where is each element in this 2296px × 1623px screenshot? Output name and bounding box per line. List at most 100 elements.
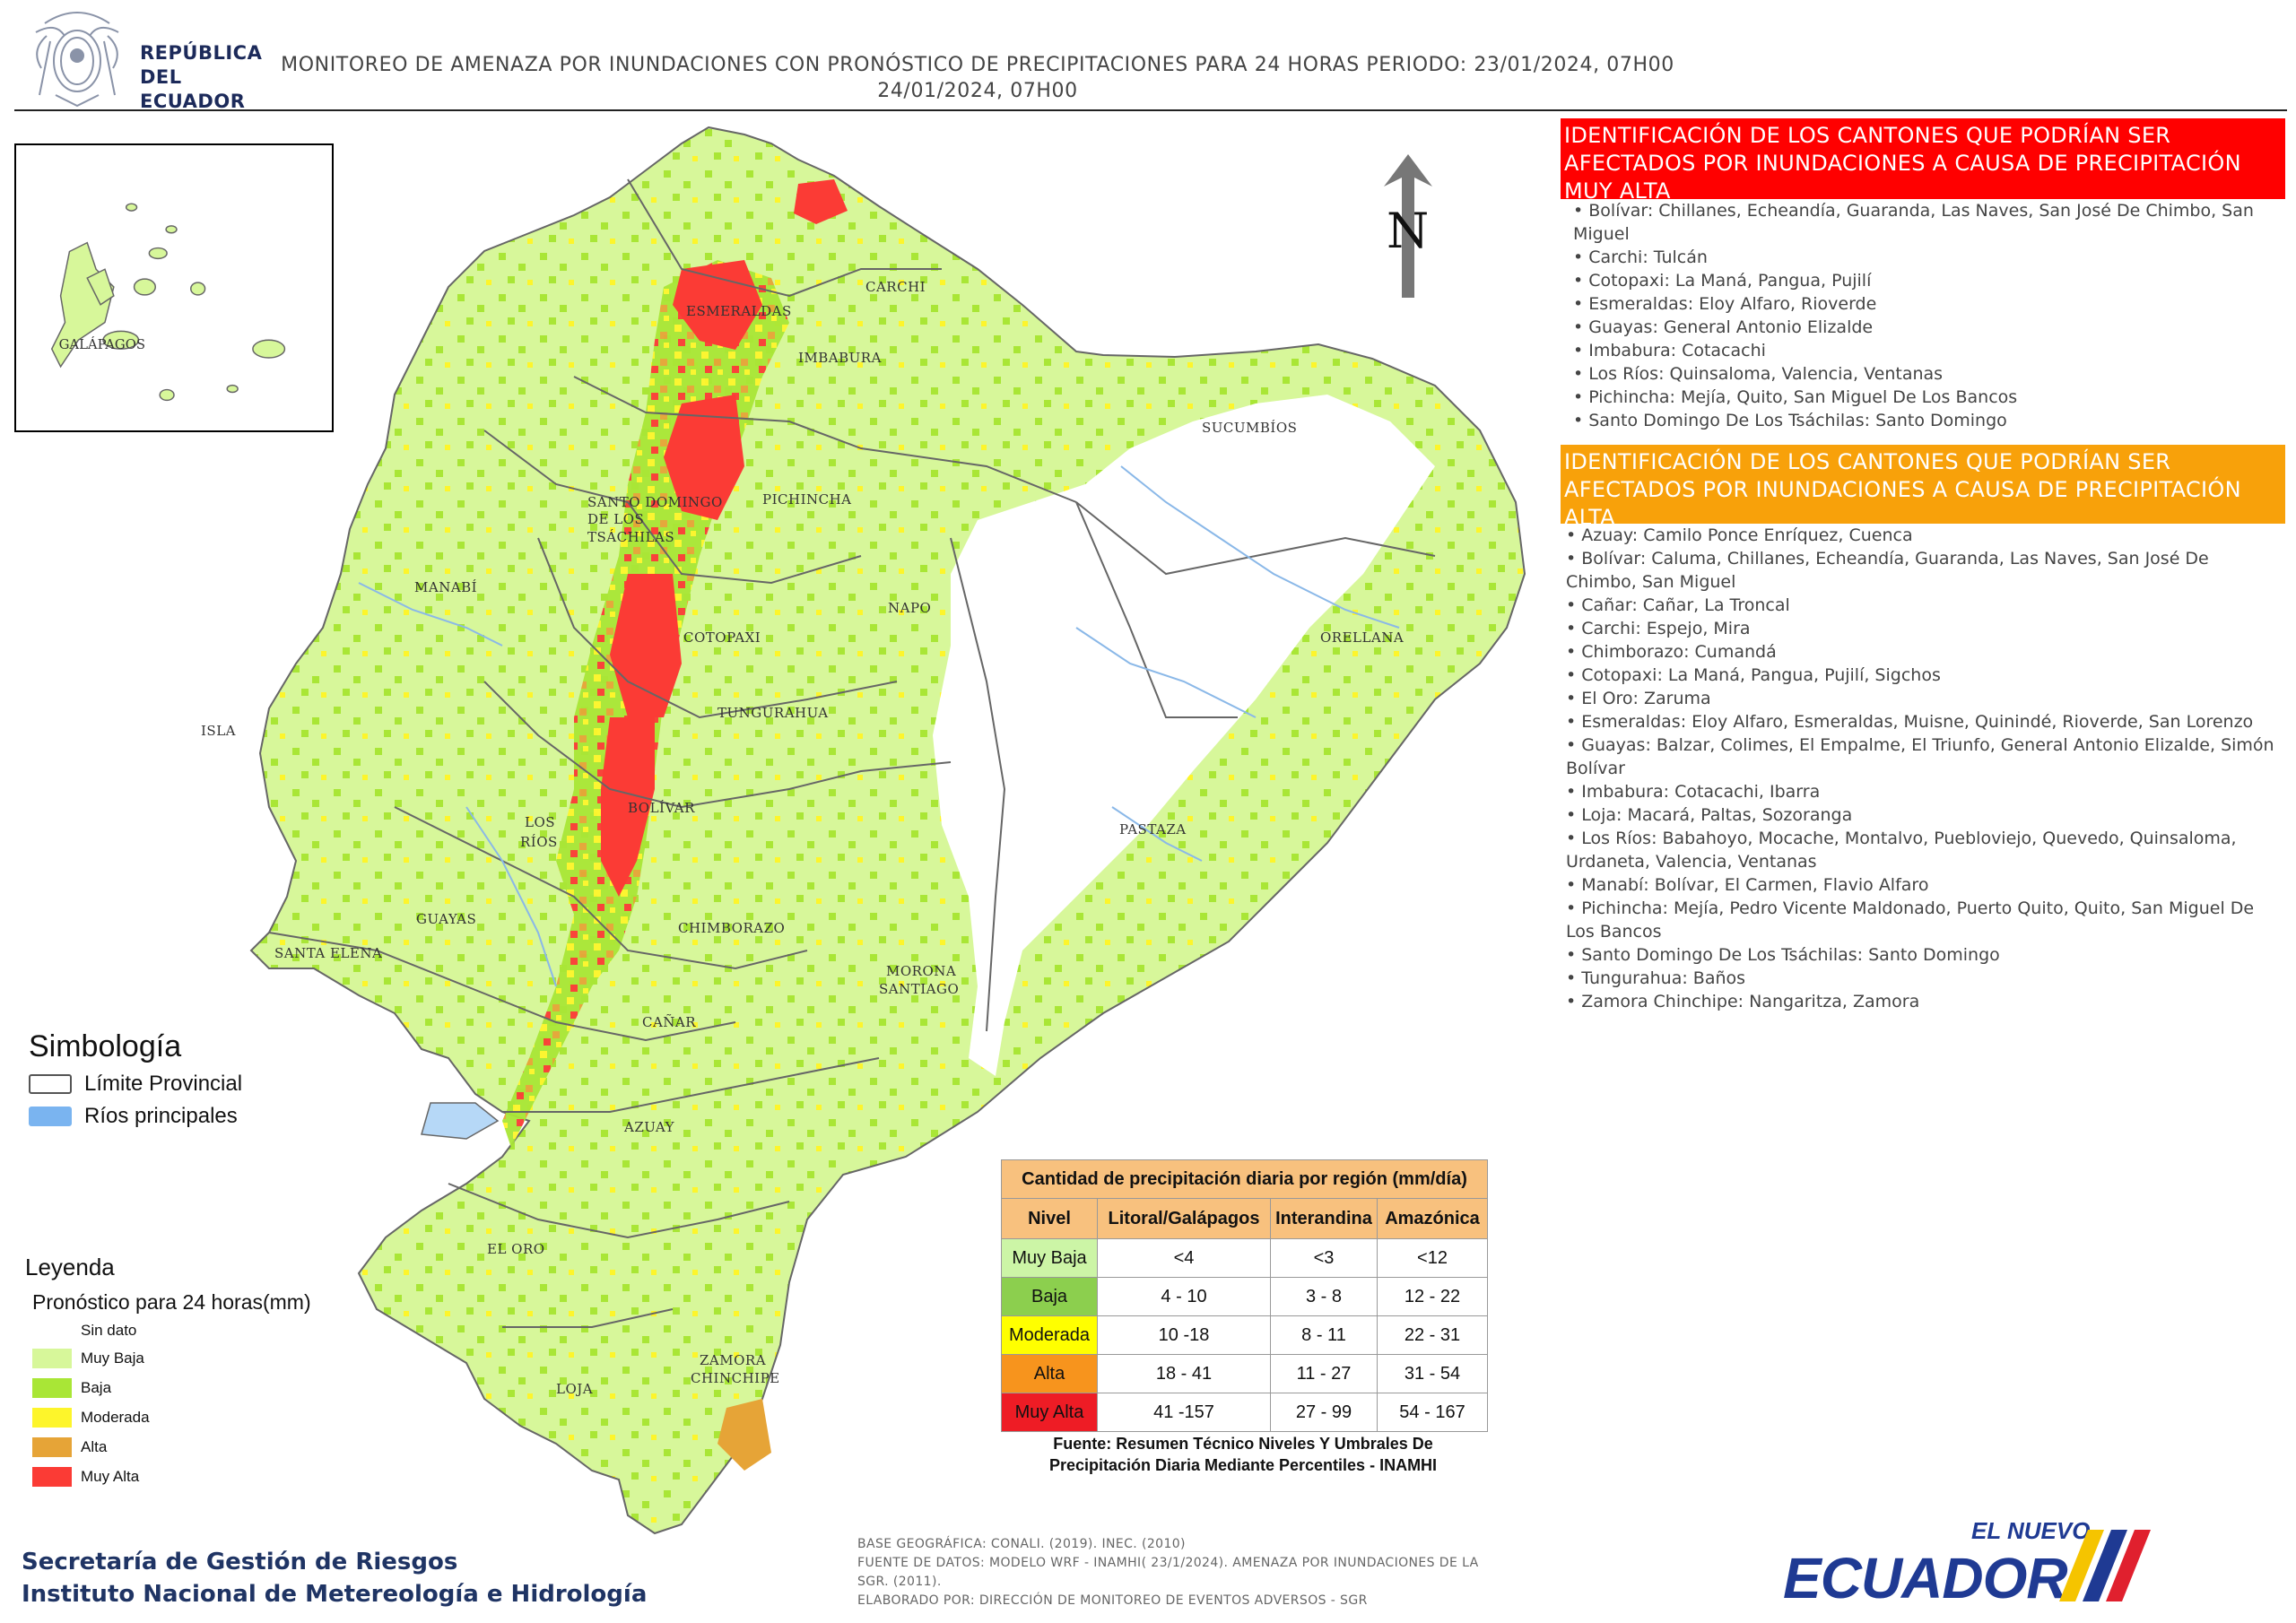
- label-santo-domingo-1: SANTO DOMINGO: [587, 494, 723, 510]
- list-item: Pichincha: Mejía, Pedro Vicente Maldonad…: [1561, 897, 2278, 943]
- col-header: Amazónica: [1377, 1198, 1488, 1239]
- label-santo-domingo-2: DE LOS: [587, 511, 644, 527]
- flag-stripe-yellow-icon: [2059, 1530, 2104, 1601]
- table-cell: 41 -157: [1097, 1393, 1271, 1432]
- north-arrow-icon: N: [1377, 154, 1439, 298]
- label-sucumbios: SUCUMBÍOS: [1202, 420, 1297, 436]
- col-header: Interandina: [1270, 1198, 1378, 1239]
- leyenda-subtitle: Pronóstico para 24 horas(mm): [32, 1290, 311, 1314]
- table-row: Muy Alta 41 -157 27 - 99 54 - 167: [1001, 1393, 1488, 1432]
- leyenda-title: Leyenda: [25, 1254, 115, 1280]
- label-azuay: AZUAY: [623, 1119, 675, 1135]
- label-bolivar: BOLÍVAR: [628, 800, 695, 816]
- galapagos-map: GALÁPAGOS: [50, 203, 286, 402]
- label-zamora-2: CHINCHIPE: [691, 1370, 780, 1386]
- map-title: MONITOREO DE AMENAZA POR INUNDACIONES CO…: [269, 52, 1686, 104]
- list-item: Chimborazo: Cumandá: [1561, 640, 2278, 664]
- simb-provincial-limit: Límite Provincial: [29, 1072, 242, 1097]
- list-item: Guayas: General Antonio Elizalde: [1568, 316, 2285, 339]
- label-canar: CAÑAR: [642, 1014, 696, 1030]
- credit-line: ELABORADO POR: DIRECCIÓN DE MONITOREO DE…: [857, 1593, 1368, 1608]
- legend-label: Muy Baja: [81, 1349, 144, 1367]
- alta-heading: IDENTIFICACIÓN DE LOS CANTONES QUE PODRÍ…: [1561, 445, 2285, 530]
- table-cell: 11 - 27: [1270, 1354, 1378, 1393]
- legend-label: Baja: [81, 1378, 112, 1396]
- legend-alta: Alta: [32, 1432, 311, 1462]
- table-cell: 4 - 10: [1097, 1277, 1271, 1316]
- muy-alta-core-bolivar: [601, 717, 655, 897]
- label-pichincha: PICHINCHA: [762, 491, 852, 508]
- precip-table: Cantidad de precipitación diaria por reg…: [1001, 1159, 1488, 1432]
- label-loja: LOJA: [556, 1381, 593, 1397]
- brand-top: EL NUEVO: [1971, 1517, 2090, 1544]
- table-row: Baja 4 - 10 3 - 8 12 - 22: [1001, 1277, 1488, 1316]
- moderada-swatch: [32, 1407, 72, 1428]
- label-imbabura: IMBABURA: [798, 350, 882, 366]
- label-guayas: GUAYAS: [416, 911, 476, 927]
- provincial-limit-swatch: [29, 1074, 72, 1094]
- muy-alta-swatch: [32, 1466, 72, 1487]
- label-isla: ISLA: [201, 723, 236, 739]
- label-tungurahua: TUNGURAHUA: [718, 705, 829, 721]
- province-boundaries: [268, 178, 1436, 1328]
- label-los-rios-2: RÍOS: [520, 834, 558, 850]
- legend-baja: Baja: [32, 1373, 311, 1402]
- credit-line: BASE GEOGRÁFICA: CONALI. (2019). INEC. (…: [857, 1537, 1186, 1551]
- label-galapagos: GALÁPAGOS: [59, 336, 145, 352]
- list-item: Cañar: Cañar, La Troncal: [1561, 594, 2278, 617]
- river-swatch: [29, 1107, 72, 1126]
- legend-sin-dato: Sin dato: [32, 1318, 311, 1343]
- list-item: Manabí: Bolívar, El Carmen, Flavio Alfar…: [1561, 873, 2278, 897]
- label-orellana: ORELLANA: [1320, 629, 1404, 646]
- list-item: Los Ríos: Quinsaloma, Valencia, Ventanas: [1568, 362, 2285, 386]
- table-row: Muy Baja <4 <3 <12: [1001, 1238, 1488, 1278]
- credit-line: FUENTE DE DATOS: MODELO WRF - INAMHI( 23…: [857, 1556, 1479, 1589]
- table-caption: Cantidad de precipitación diaria por reg…: [1001, 1159, 1488, 1199]
- muy-alta-core-north: [673, 260, 762, 350]
- table-cell: 18 - 41: [1097, 1354, 1271, 1393]
- list-item: Esmeraldas: Eloy Alfaro, Rioverde: [1568, 292, 2285, 316]
- republica-del-ecuador-logo: REPÚBLICA DEL ECUADOR: [25, 5, 262, 113]
- list-item: Esmeraldas: Eloy Alfaro, Esmeraldas, Mui…: [1561, 710, 2278, 733]
- table-cell: 31 - 54: [1377, 1354, 1488, 1393]
- agency-line1: REPÚBLICA: [140, 42, 263, 64]
- flag-stripe-blue-icon: [2083, 1530, 2127, 1601]
- table-cell: 3 - 8: [1270, 1277, 1378, 1316]
- nivel-cell: Muy Baja: [1001, 1238, 1098, 1278]
- table-cell: <4: [1097, 1238, 1271, 1278]
- list-item: Zamora Chinchipe: Nangaritza, Zamora: [1561, 990, 2278, 1013]
- table-cell: 12 - 22: [1377, 1277, 1488, 1316]
- nivel-cell: Baja: [1001, 1277, 1098, 1316]
- galapagos-inset: GALÁPAGOS: [14, 143, 334, 432]
- muy-alta-core-carchi: [794, 179, 848, 224]
- list-item: Santo Domingo De Los Tsáchilas: Santo Do…: [1568, 409, 2285, 432]
- label-cotopaxi: COTOPAXI: [683, 629, 761, 646]
- table-cell: 54 - 167: [1377, 1393, 1488, 1432]
- table-cell: 27 - 99: [1270, 1393, 1378, 1432]
- list-item: Carchi: Espejo, Mira: [1561, 617, 2278, 640]
- label-morona-2: SANTIAGO: [879, 981, 959, 997]
- table-row: Moderada 10 -18 8 - 11 22 - 31: [1001, 1315, 1488, 1355]
- label-los-rios-1: LOS: [525, 814, 555, 830]
- col-header: Nivel: [1001, 1198, 1098, 1239]
- alta-swatch: [32, 1436, 72, 1457]
- label-zamora-1: ZAMORA: [700, 1352, 766, 1368]
- no-data-area: [933, 395, 1435, 1076]
- list-item: Imbabura: Cotacachi: [1568, 339, 2285, 362]
- legend-muy-baja: Muy Baja: [32, 1343, 311, 1373]
- label-manabi: MANABÍ: [414, 579, 477, 595]
- footer-orgs: Secretaría de Gestión de Riesgos Institu…: [22, 1546, 647, 1610]
- el-nuevo-ecuador-logo: EL NUEVO ECUADOR: [1783, 1512, 2178, 1610]
- org-sgr: Secretaría de Gestión de Riesgos: [22, 1549, 458, 1575]
- label-santo-domingo-3: TSÁCHILAS: [587, 529, 674, 545]
- label-chimborazo: CHIMBORAZO: [678, 920, 785, 936]
- legend-label: Muy Alta: [81, 1467, 140, 1485]
- muy-alta-core-pichincha: [664, 395, 744, 520]
- simb-label: Ríos principales: [84, 1104, 238, 1128]
- list-item: Bolívar: Caluma, Chillanes, Echeandía, G…: [1561, 547, 2278, 594]
- flag-stripe-red-icon: [2106, 1530, 2151, 1601]
- list-item: Loja: Macará, Paltas, Sozoranga: [1561, 803, 2278, 827]
- alta-list: Azuay: Camilo Ponce Enríquez, Cuenca Bol…: [1561, 524, 2278, 1013]
- table-cell: 8 - 11: [1270, 1315, 1378, 1355]
